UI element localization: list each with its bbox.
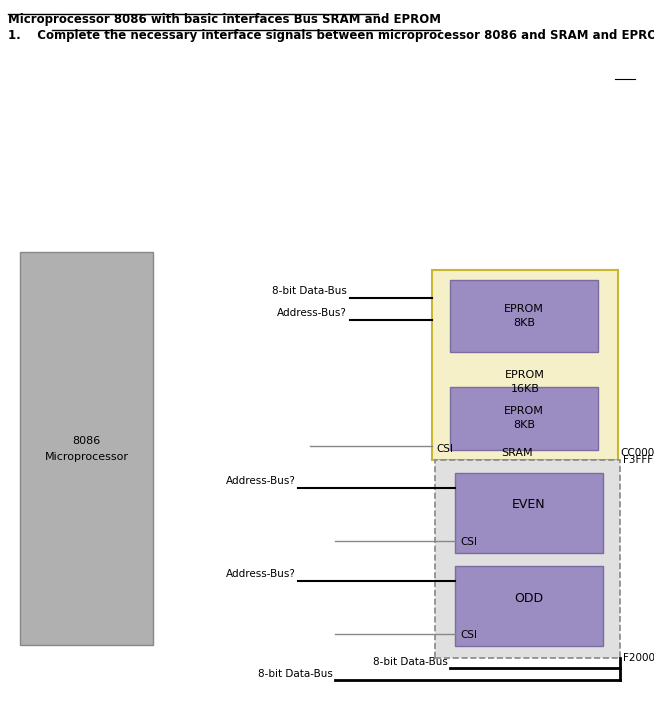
Text: Microprocessor 8086 with basic interfaces Bus SRAM and EPROM: Microprocessor 8086 with basic interface… [8,13,441,26]
Text: CC000: CC000 [620,448,654,458]
Bar [432,270,618,460]
Bar [455,473,603,553]
Text: ODD: ODD [515,591,543,604]
Text: 8KB: 8KB [513,318,535,328]
Bar [435,460,620,658]
Bar [20,252,153,645]
Text: 8-bit Data-Bus: 8-bit Data-Bus [258,669,333,679]
Text: 8-bit Data-Bus: 8-bit Data-Bus [272,286,347,296]
Text: 8KB: 8KB [513,420,535,430]
Bar [450,280,598,352]
Text: 8086: 8086 [73,435,101,445]
Text: 8-bit Data-Bus: 8-bit Data-Bus [373,657,448,667]
Text: EVEN: EVEN [512,498,546,511]
Bar [455,566,603,646]
Text: 1.    Complete the necessary interface signals between microprocessor 8086 and S: 1. Complete the necessary interface sign… [8,29,654,42]
Text: Address-Bus?: Address-Bus? [226,569,296,579]
Bar [450,387,598,450]
Text: CSI: CSI [460,630,477,640]
Text: Microprocessor: Microprocessor [44,452,128,462]
Text: Address-Bus?: Address-Bus? [277,308,347,318]
Text: Address-Bus?: Address-Bus? [226,476,296,486]
Text: F3FFF: F3FFF [623,455,653,465]
Text: EPROM: EPROM [504,304,544,314]
Text: SRAM: SRAM [502,448,533,458]
Text: EPROM
16KB: EPROM 16KB [505,371,545,393]
Text: CSI: CSI [460,537,477,547]
Text: F2000: F2000 [623,653,654,663]
Text: CSI: CSI [436,444,453,454]
Text: EPROM: EPROM [504,407,544,417]
